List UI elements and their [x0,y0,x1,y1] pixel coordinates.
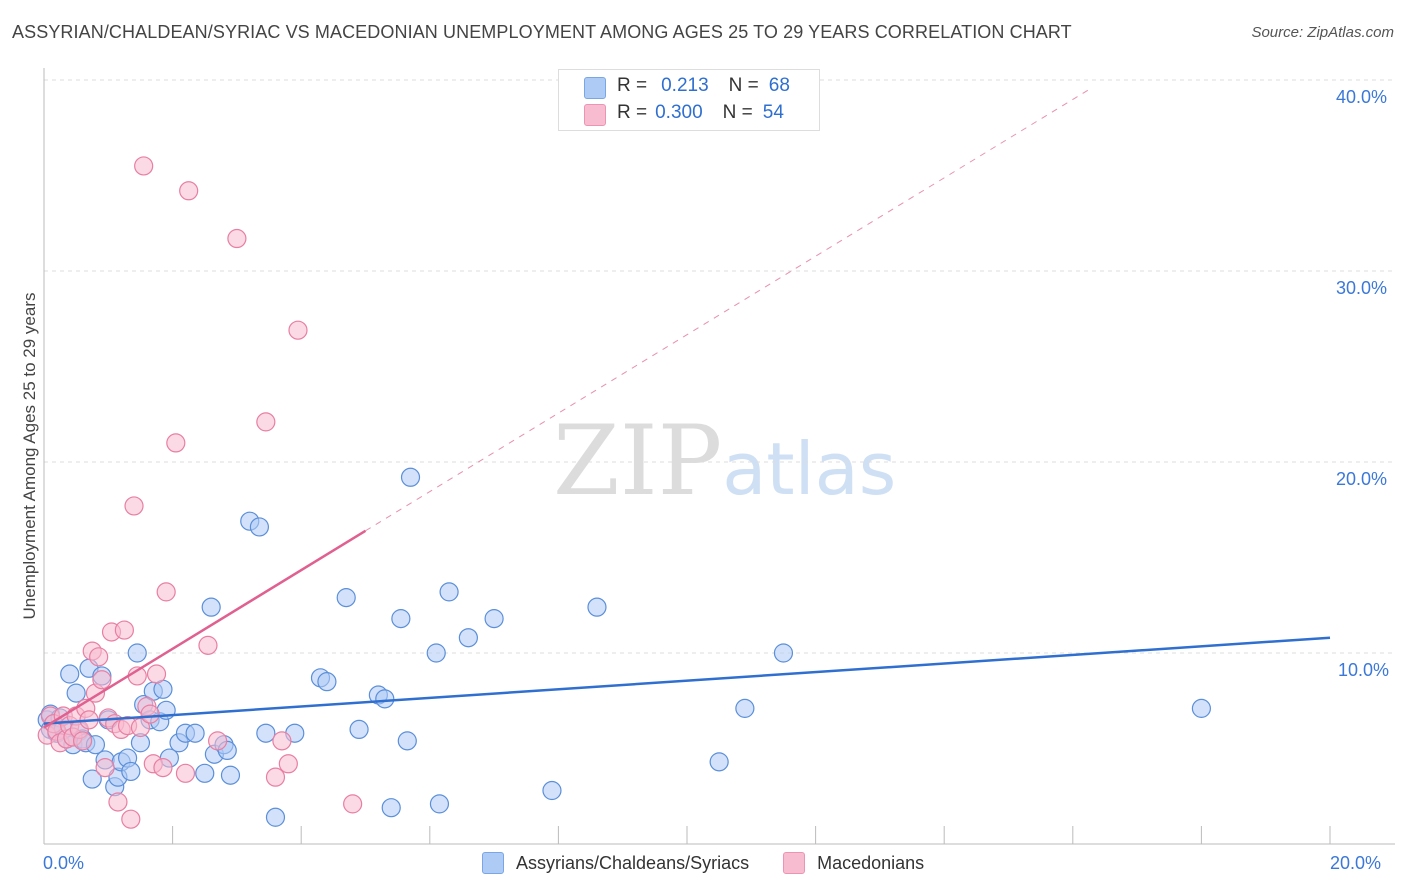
data-point [201,597,221,617]
data-point [92,670,112,690]
y-tick-label: 20.0% [1336,469,1388,489]
data-point [82,769,102,789]
data-point [391,609,411,629]
data-point [130,717,151,738]
data-point [773,643,794,663]
legend-r-value: 0.300 [655,102,703,123]
x-tick-label: 20.0% [1330,853,1382,873]
data-point [153,757,173,778]
x-tick-label: 0.0% [43,853,85,873]
y-tick-label: 40.0% [1336,87,1388,107]
data-point [121,809,141,829]
correlation-legend: R = 0.213 N = 68 R = 0.300 N = 54 [558,69,820,131]
data-point [439,582,459,602]
legend-row-pink: R = 0.300 N = 54 [617,100,784,126]
data-point [343,794,363,814]
data-point [265,767,286,787]
data-point [108,792,128,812]
data-point [256,412,276,432]
data-point [542,780,562,801]
data-point [185,723,205,743]
data-point [198,635,218,655]
data-point [375,689,395,709]
grid [44,79,1395,654]
data-point [134,156,154,176]
data-point [121,761,141,782]
data-point [349,719,369,740]
data-point [288,320,308,340]
data-point [709,752,729,772]
watermark-zip: ZIP [553,405,723,517]
legend-row-blue: R = 0.213 N = 68 [617,73,790,99]
data-point [140,704,160,724]
data-point [1191,698,1212,718]
data-point [146,664,167,684]
trend-line-assyrians [43,636,1331,725]
data-point [156,582,176,602]
trend-lines [43,87,1331,729]
data-point [72,731,93,751]
data-point [484,609,504,629]
legend-swatch [783,852,806,874]
legend-n-label: N = [728,75,759,96]
data-point [95,757,115,778]
data-point [426,643,446,663]
legend-swatch [482,852,504,874]
source-label: Source: ZipAtlas.com [1251,24,1394,41]
data-point [458,628,478,648]
data-point [89,647,109,667]
data-point [278,754,298,774]
legend-label: Assyrians/Chaldeans/Syriacs [516,852,750,873]
y-tick-label: 30.0% [1336,278,1388,298]
y-axis-label: Unemployment Among Ages 25 to 29 years [20,292,39,620]
data-point [587,597,607,617]
data-point [429,794,450,814]
legend-r-label: R = [617,102,648,123]
legend-n-label: N = [722,102,753,123]
data-point [175,763,196,783]
legend-r-label: R = [617,75,648,96]
data-point [179,181,199,201]
data-point [208,731,228,751]
legend-n-value: 68 [768,75,790,96]
chart-title: ASSYRIAN/CHALDEAN/SYRIAC VS MACEDONIAN U… [12,22,1072,42]
trend-line-macedonians [43,529,367,729]
watermark-atlas: atlas [722,427,897,511]
legend-r-value: 0.213 [661,75,709,96]
data-point [735,698,755,718]
data-point [227,228,247,249]
axes [43,68,1395,845]
data-point [400,467,421,487]
data-point [336,588,356,608]
data-point [381,798,401,818]
data-point [195,763,215,783]
data-point [124,496,144,516]
data-point [220,765,241,785]
legend-swatch-pink [584,104,606,126]
legend-n-value: 54 [762,102,784,123]
data-point [397,731,417,751]
data-point [265,807,286,827]
data-point [317,672,337,692]
data-point [127,643,147,663]
series-legend: Assyrians/Chaldeans/Syriacs Macedonians [482,852,958,874]
data-point [66,683,86,703]
data-point [272,731,292,751]
legend-item-assyrians: Assyrians/Chaldeans/Syriacs [482,852,749,874]
data-point [114,620,134,640]
watermark: ZIPatlas [553,405,896,517]
data-point [249,517,270,537]
legend-label: Macedonians [817,852,925,873]
data-point [256,723,276,743]
legend-swatch-blue [584,77,606,99]
data-point [166,433,186,453]
legend-item-macedonians: Macedonians [783,852,924,874]
y-tick-label: 10.0% [1338,660,1390,680]
trend-extension-macedonians [365,87,1093,532]
data-point [60,664,80,684]
